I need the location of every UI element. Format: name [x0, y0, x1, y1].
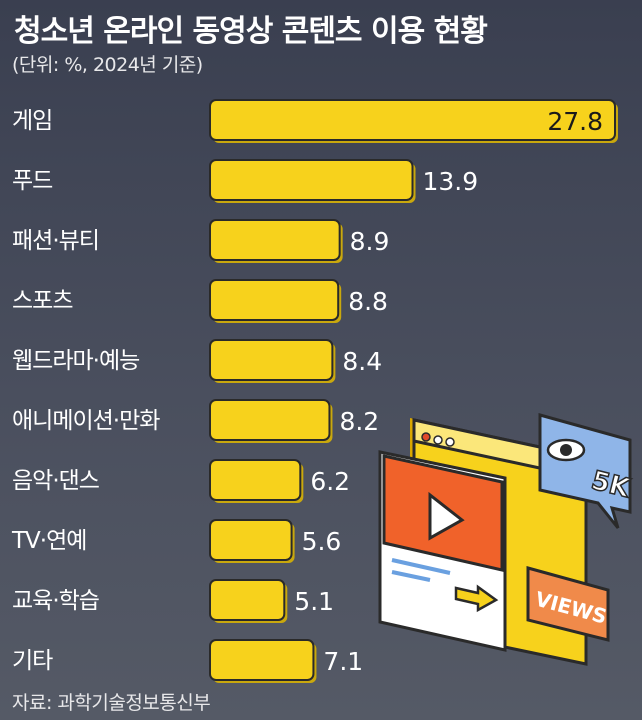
bars-layer: 게임 27.8 푸드 13.9 패션·뷰티 8.9 스포츠 8.8 웹드라마·예능 8.4 애니메이… — [11, 99, 618, 683]
bar — [209, 99, 616, 141]
bar — [209, 339, 334, 381]
value-label: 5.6 — [302, 527, 342, 556]
value-label: 27.8 — [547, 107, 603, 136]
category-label: 애니메이션·만화 — [12, 408, 160, 434]
bar — [209, 219, 341, 261]
value-label: 7.1 — [323, 647, 363, 676]
value-label: 13.9 — [423, 167, 479, 196]
category-label: 교육·학습 — [12, 588, 99, 614]
category-label: 패션·뷰티 — [12, 228, 99, 254]
category-label: 웹드라마·예능 — [12, 348, 139, 374]
value-label: 8.9 — [350, 227, 390, 256]
category-label: 게임 — [12, 108, 52, 134]
value-label: 8.2 — [339, 407, 379, 436]
category-label: TV·연예 — [11, 528, 86, 554]
value-label: 8.4 — [342, 347, 382, 376]
value-label: 8.8 — [348, 287, 388, 316]
bar — [209, 279, 340, 321]
category-label: 기타 — [12, 648, 53, 674]
chart-title: 청소년 온라인 동영상 콘텐츠 이용 현황 — [14, 14, 488, 49]
bar — [209, 579, 286, 621]
chart-source: 자료: 과학기술정보통신부 — [12, 692, 211, 714]
chart-subtitle: (단위: %, 2024년 기준) — [12, 54, 203, 76]
bar — [209, 159, 414, 201]
views-count-badge: 5K — [588, 466, 633, 505]
bar — [209, 399, 331, 441]
value-label: 6.2 — [310, 467, 350, 496]
bar — [209, 519, 293, 561]
value-label: 5.1 — [294, 587, 334, 616]
bar — [209, 459, 302, 501]
bar — [209, 639, 315, 681]
category-label: 스포츠 — [12, 288, 72, 314]
category-label: 음악·댄스 — [12, 468, 99, 494]
video-player-views-illustration-icon: 5K VIEWS — [378, 413, 634, 666]
category-label: 푸드 — [12, 168, 52, 194]
